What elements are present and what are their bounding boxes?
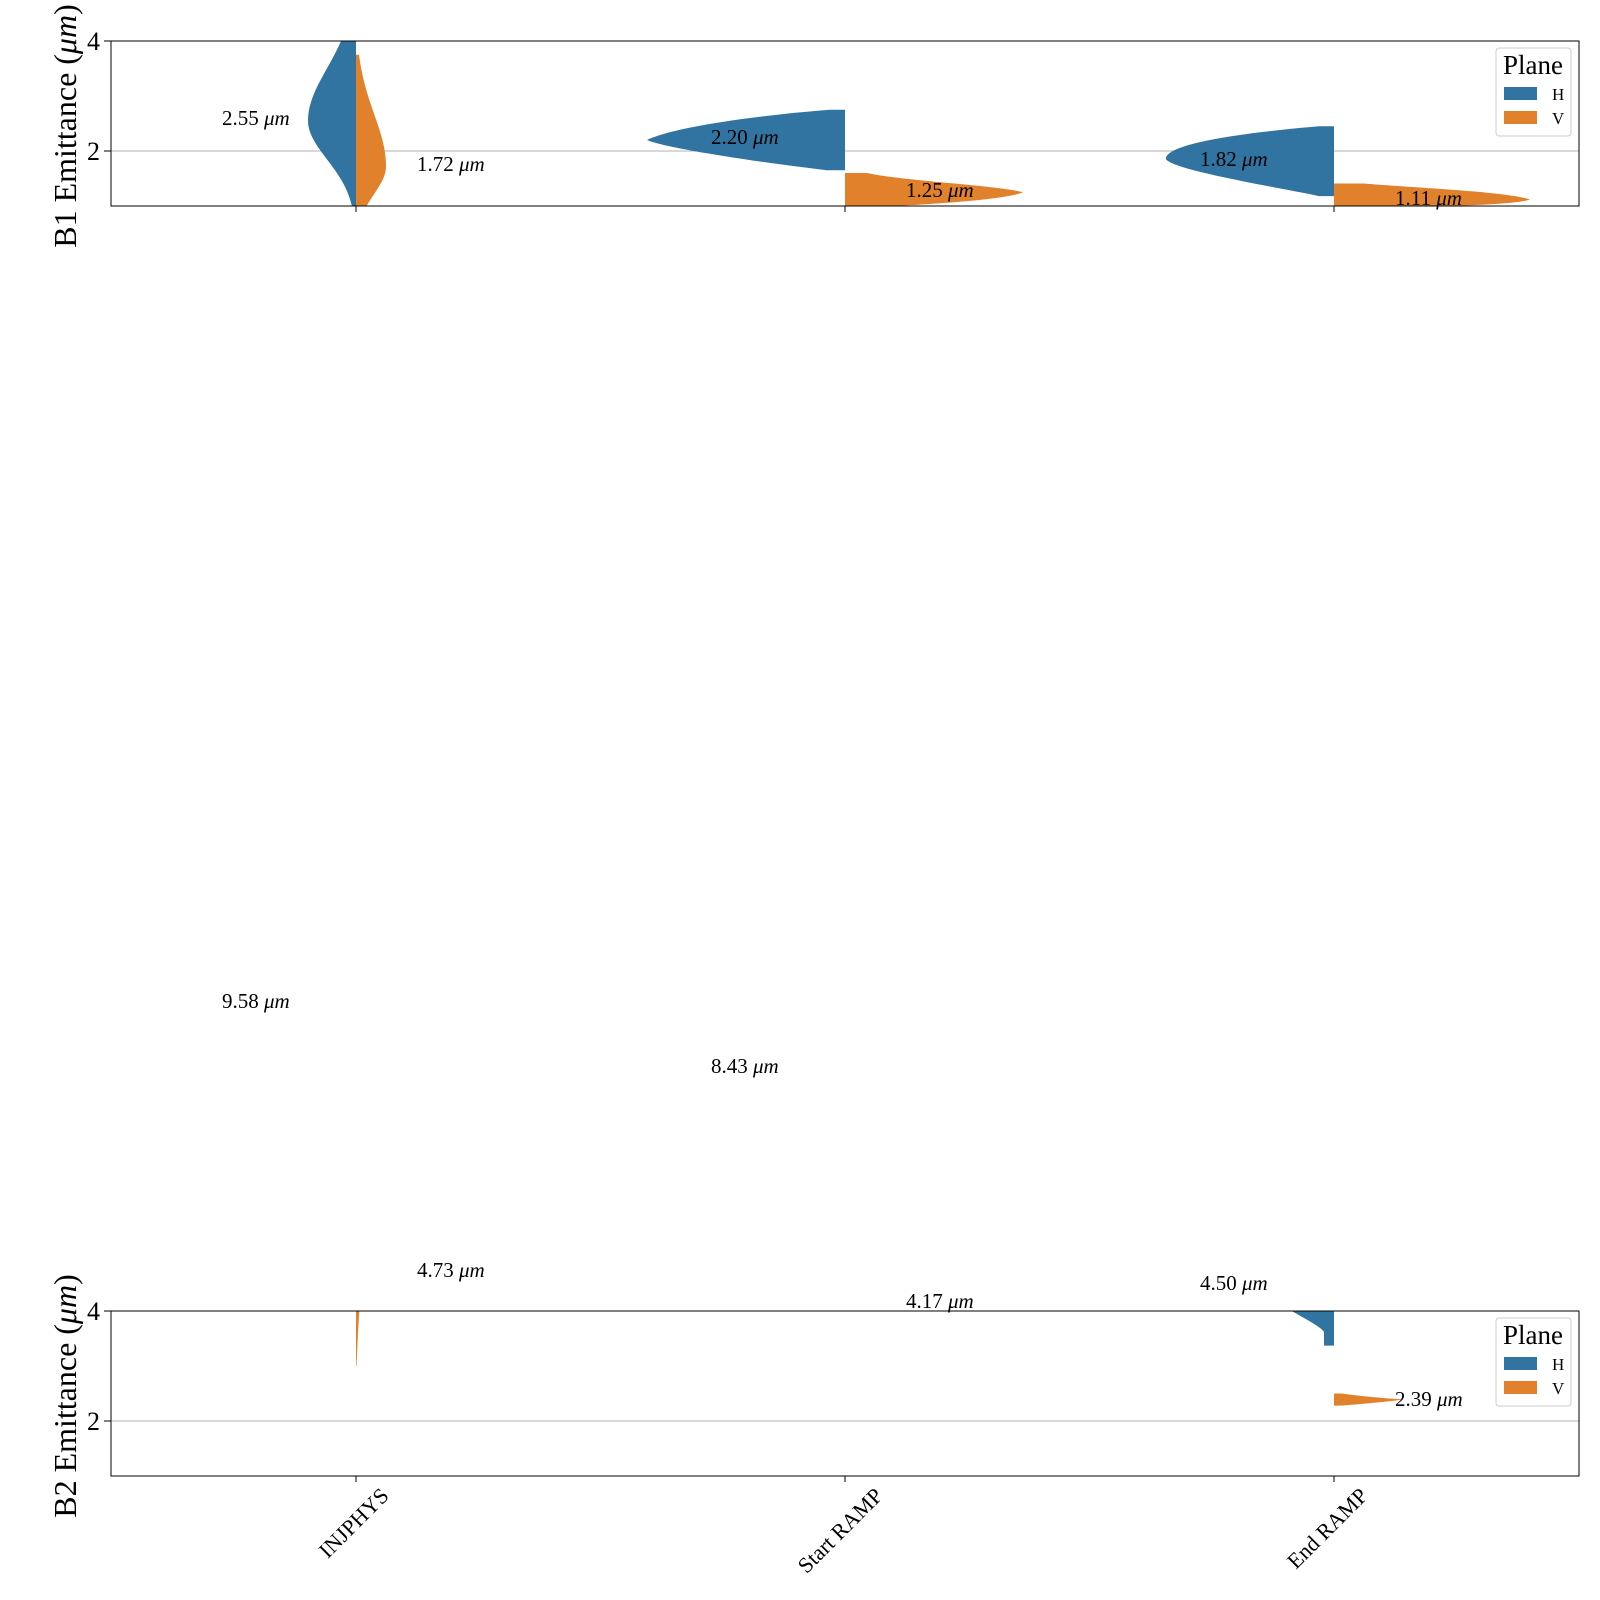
median-label-v-injphys: 4.73 μm (417, 1258, 485, 1282)
median-label-v-start-ramp: 1.25 μm (906, 178, 974, 202)
y-axis-label: B2 Emittance (μm) (47, 1274, 83, 1518)
legend-swatch-h (1504, 1357, 1537, 1370)
violin-v-end-ramp (1334, 183, 1530, 206)
ytick-label: 2 (87, 1407, 100, 1436)
median-label-v-injphys: 1.72 μm (417, 152, 485, 176)
violin-v-start-ramp (845, 173, 1023, 206)
median-label-h-end-ramp: 1.82 μm (1200, 147, 1268, 171)
violin-v-injphys (356, 54, 386, 206)
legend-title: Plane (1503, 1320, 1563, 1350)
legend-swatch-h (1504, 87, 1537, 100)
ytick-label: 4 (87, 1297, 100, 1326)
xtick-label-injphys: INJPHYS (314, 1483, 394, 1563)
median-label-v-end-ramp: 1.11 μm (1395, 186, 1462, 210)
legend-label-h: H (1552, 1355, 1564, 1374)
legend-swatch-v (1504, 1381, 1537, 1394)
median-label-h-injphys: 9.58 μm (222, 989, 290, 1013)
violin-h-start-ramp (647, 109, 845, 171)
median-label-v-start-ramp: 4.17 μm (906, 1289, 974, 1313)
median-label-h-end-ramp: 4.50 μm (1200, 1271, 1268, 1295)
annotations-b1: 2.55 μm 1.72 μm 2.20 μm 1.25 μm 1.82 μm … (222, 106, 1462, 210)
violin-h-end-ramp (1165, 126, 1334, 197)
violin-v-injphys (356, 1311, 360, 1366)
violin-group (356, 1311, 1404, 1406)
median-label-h-injphys: 2.55 μm (222, 106, 290, 130)
legend-label-v: V (1552, 1379, 1565, 1398)
panel-b2: 4 2 INJPHYS Start RAMP End RAMP B2 Emitt… (47, 1274, 1580, 1578)
violin-group (308, 41, 1530, 206)
ytick-label: 4 (87, 27, 100, 56)
legend-label-h: H (1552, 85, 1564, 104)
median-label-v-end-ramp: 2.39 μm (1395, 1387, 1463, 1411)
legend-label-v: V (1552, 109, 1565, 128)
xtick-label-start-ramp: Start RAMP (792, 1483, 887, 1578)
legend: Plane H V (1495, 47, 1572, 137)
panel-b1: 4 2 B1 Emittance (μm) Plane H V (47, 4, 1580, 248)
annotations-b2: 9.58 μm 8.43 μm 4.73 μm 4.17 μm 4.50 μm … (222, 989, 1463, 1411)
violin-h-injphys (308, 41, 356, 206)
xtick-label-end-ramp: End RAMP (1282, 1483, 1373, 1574)
violin-h-end-ramp (1291, 1311, 1334, 1346)
violin-v-end-ramp (1334, 1393, 1404, 1406)
legend: Plane H V (1495, 1317, 1572, 1407)
y-axis-label: B1 Emittance (μm) (47, 4, 83, 248)
legend-title: Plane (1503, 50, 1563, 80)
plot-frame (110, 1310, 1580, 1477)
median-label-h-start-ramp: 2.20 μm (711, 125, 779, 149)
ytick-label: 2 (87, 137, 100, 166)
legend-swatch-v (1504, 111, 1537, 124)
median-label-h-start-ramp: 8.43 μm (711, 1054, 779, 1078)
